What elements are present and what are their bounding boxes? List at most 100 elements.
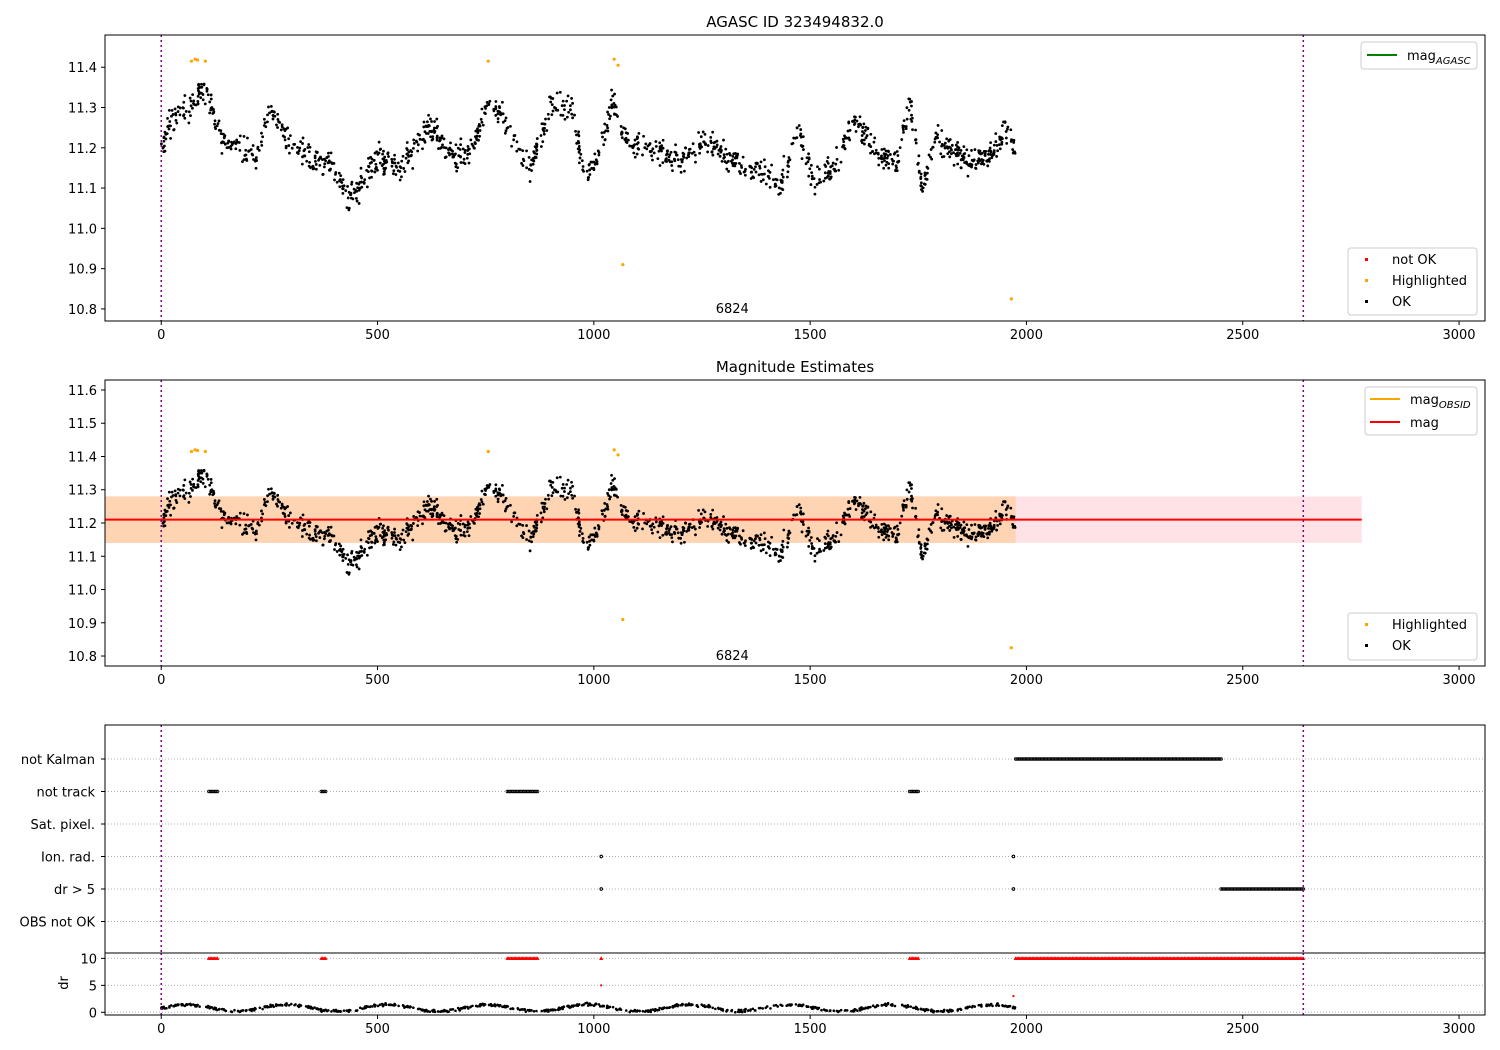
agasc-ok-point-706: [979, 162, 983, 166]
magnitude-ok-point-508: [213, 502, 216, 505]
dr-point-578: [287, 1003, 291, 1007]
agasc-ok-point-964: [612, 105, 616, 109]
agasc-ok-point-417: [313, 156, 317, 160]
agasc-ok-point-1179: [833, 167, 836, 171]
agasc-ok-point-54: [693, 153, 697, 157]
agasc-ok-point-686: [398, 170, 402, 173]
agasc-ok-point-574: [569, 108, 572, 112]
magnitude-xtick-label-1500: 1500: [794, 673, 827, 688]
magnitude-ok-point-880: [700, 520, 704, 524]
magnitude-ok-point-1239: [750, 538, 754, 541]
agasc-ok-point-1323: [409, 154, 413, 158]
agasc-ok-point-117: [1005, 127, 1009, 131]
agasc-ok-point-388: [1005, 142, 1009, 145]
agasc-ok-point-945: [952, 151, 956, 155]
agasc-ok-point-1151: [357, 202, 361, 205]
dr-point-635: [914, 1006, 917, 1010]
magnitude-ytick-label-11.3: 11.3: [68, 484, 97, 499]
agasc-ok-point-1286: [649, 150, 652, 154]
agasc-ok-point-1324: [443, 156, 447, 159]
agasc-ok-point-1357: [478, 129, 482, 132]
magnitude-ok-point-1396: [547, 497, 551, 501]
magnitude-ok-point-385: [694, 533, 697, 537]
agasc-ok-point-1060: [321, 172, 325, 176]
magnitude-ok-point-1253: [430, 499, 433, 503]
agasc-ok-point-708: [914, 138, 917, 142]
magnitude-ok-point-1116: [467, 522, 470, 526]
agasc-ok-point-1154: [384, 166, 388, 170]
dr-point-570: [392, 1004, 395, 1007]
magnitude-ytick-label-11: 11.0: [68, 584, 97, 599]
agasc-ok-point-855: [196, 102, 200, 106]
dr-point-80: [532, 1010, 536, 1013]
magnitude-ok-point-967: [976, 534, 980, 537]
agasc-highlighted-point-1: [193, 57, 197, 61]
dr-point-604: [619, 1008, 623, 1011]
agasc-ok-point-748: [994, 140, 998, 143]
agasc-ok-point-430: [860, 141, 864, 145]
agasc-ok-point-532: [732, 161, 736, 165]
magnitude-ok-point-1193: [963, 526, 967, 530]
dr-point-437: [909, 1005, 913, 1008]
agasc-ok-point-1079: [435, 136, 439, 140]
magnitude-ok-point-1293: [529, 535, 533, 539]
magnitude-ok-point-1286: [649, 524, 652, 528]
agasc-ok-point-357: [412, 138, 416, 142]
dr-point-487: [681, 1003, 684, 1007]
agasc-ok-point-846: [738, 170, 741, 173]
magnitude-ok-point-1278: [484, 489, 487, 492]
magnitude-ok-point-1221: [919, 552, 923, 556]
agasc-ok-point-1038: [477, 124, 481, 128]
magnitude-ok-point-827: [577, 511, 581, 515]
magnitude-ok-point-1370: [280, 504, 284, 508]
agasc-xtick-label-0: 0: [157, 328, 165, 343]
magnitude-ok-point-168: [958, 526, 962, 529]
magnitude-ok-point-1166: [799, 510, 803, 513]
agasc-ok-point-1188: [573, 113, 576, 117]
agasc-ok-point-572: [238, 148, 242, 152]
magnitude-ok-point-1024: [807, 545, 811, 548]
magnitude-ok-point-318: [771, 547, 775, 551]
magnitude-ok-point-1043: [229, 522, 233, 526]
agasc-ok-point-50: [842, 140, 846, 144]
dr-point-456: [456, 1006, 460, 1010]
magnitude-ok-point-433: [939, 526, 943, 530]
agasc-ok-point-674: [546, 112, 550, 116]
agasc-ok-point-838: [454, 143, 458, 147]
magnitude-ok-point-1282: [313, 528, 317, 532]
agasc-ok-point-1214: [260, 140, 263, 144]
agasc-ok-point-1371: [476, 127, 479, 131]
dr-point-291: [912, 1006, 915, 1010]
magnitude-ok-point-1083: [450, 526, 454, 530]
magnitude-ok-point-243: [804, 534, 808, 538]
agasc-ok-point-906: [370, 157, 374, 161]
flag-mark-1-1-3: [323, 789, 328, 794]
magnitude-ok-point-883: [518, 523, 522, 526]
magnitude-ok-point-155: [187, 501, 191, 504]
magnitude-ok-point-552: [379, 522, 383, 526]
magnitude-ok-point-1022: [682, 529, 686, 533]
dr-point-653: [815, 1006, 819, 1010]
agasc-ok-point-1063: [292, 142, 296, 146]
magnitude-ok-point-1347: [350, 551, 353, 555]
magnitude-ok-point-727: [720, 532, 724, 536]
agasc-ok-point-651: [541, 128, 545, 131]
magnitude-ok-point-923: [200, 471, 204, 475]
agasc-ok-point-270: [512, 134, 516, 138]
magnitude-ok-point-874: [679, 541, 683, 545]
agasc-ok-point-655: [929, 155, 932, 159]
magnitude-ok-point-729: [901, 504, 905, 508]
dr-point-65: [714, 1007, 717, 1011]
dr-point-491: [575, 1004, 578, 1007]
agasc-ok-point-1209: [980, 158, 984, 161]
dr-point-380: [991, 1004, 994, 1008]
agasc-ok-point-1318: [380, 164, 384, 167]
agasc-ok-point-170: [355, 181, 359, 185]
magnitude-ok-point-1223: [985, 532, 989, 536]
magnitude-ok-point-1041: [884, 535, 888, 539]
magnitude-highlighted-point-8: [1009, 646, 1013, 650]
magnitude-ok-point-1241: [853, 498, 857, 502]
dr-point-338: [428, 1010, 432, 1013]
magnitude-ok-point-774: [727, 541, 730, 544]
agasc-ok-point-1315: [283, 138, 287, 142]
